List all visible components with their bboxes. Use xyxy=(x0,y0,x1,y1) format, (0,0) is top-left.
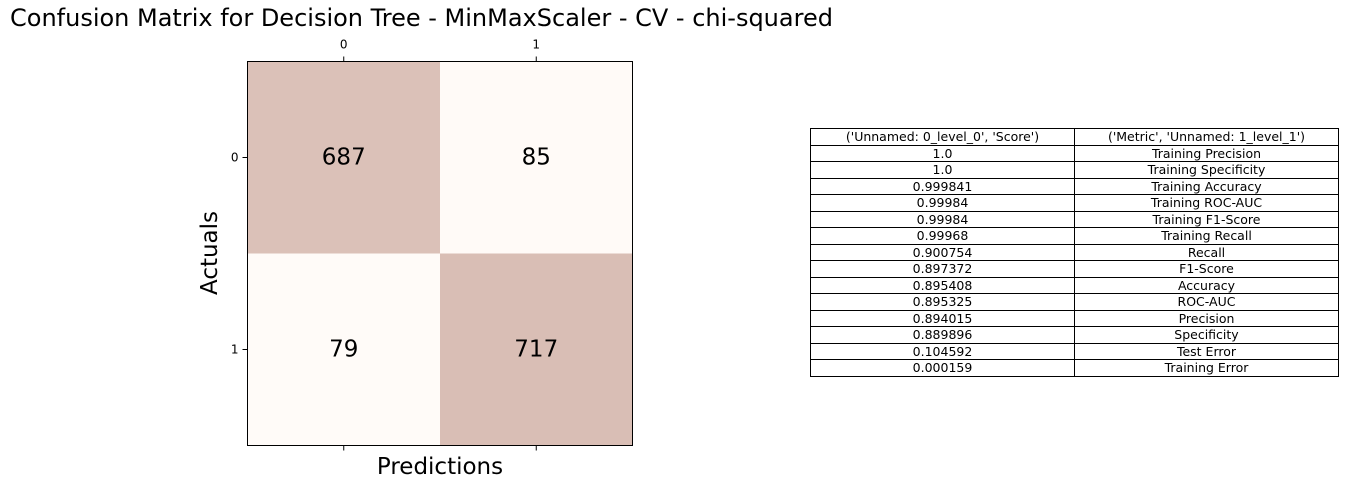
matrix-cell-1-1 xyxy=(440,253,633,446)
metrics-table: ('Unnamed: 0_level_0', 'Score') ('Metric… xyxy=(810,128,1339,377)
matrix-cell-value: 79 xyxy=(329,337,358,363)
table-row: 0.99984 Training F1-Score xyxy=(810,210,1339,228)
metric-cell: Test Error xyxy=(1074,342,1339,360)
table-header-row: ('Unnamed: 0_level_0', 'Score') ('Metric… xyxy=(810,128,1339,146)
matrix-cell-value: 85 xyxy=(522,145,551,171)
table-row: 0.889896 Specificity xyxy=(810,326,1339,344)
score-cell: 0.99984 xyxy=(810,194,1075,212)
score-cell: 0.000159 xyxy=(810,359,1075,377)
matrix-cell-1-0 xyxy=(247,253,440,446)
table-row: 0.99984 Training ROC-AUC xyxy=(810,194,1339,212)
score-cell: 0.895325 xyxy=(810,293,1075,311)
axis-ticks: 0 1 0 1 xyxy=(231,38,540,451)
table-row: 0.900754 Recall xyxy=(810,243,1339,261)
metric-cell: Recall xyxy=(1074,243,1339,261)
metric-cell: Training ROC-AUC xyxy=(1074,194,1339,212)
x-axis-label: Predictions xyxy=(377,454,503,480)
metric-cell: ROC-AUC xyxy=(1074,293,1339,311)
score-cell: 0.99968 xyxy=(810,227,1075,245)
score-cell: 0.889896 xyxy=(810,326,1075,344)
table-header-metric: ('Metric', 'Unnamed: 1_level_1') xyxy=(1074,128,1339,146)
score-cell: 0.99984 xyxy=(810,210,1075,228)
plot-frame xyxy=(247,61,633,446)
metric-cell: Accuracy xyxy=(1074,276,1339,294)
table-header-score: ('Unnamed: 0_level_0', 'Score') xyxy=(810,128,1075,146)
table-row: 0.895408 Accuracy xyxy=(810,276,1339,294)
score-cell: 0.894015 xyxy=(810,309,1075,327)
score-cell: 0.104592 xyxy=(810,342,1075,360)
matrix-cells: 687 85 79 717 xyxy=(247,61,633,446)
y-axis-label: Actuals xyxy=(197,211,223,295)
metric-cell: Training Recall xyxy=(1074,227,1339,245)
table-row: 0.000159 Training Error xyxy=(810,359,1339,377)
y-tick-label: 1 xyxy=(231,343,239,357)
x-tick-label: 1 xyxy=(532,38,540,52)
metric-cell: Training Precision xyxy=(1074,144,1339,162)
metric-cell: Training Specificity xyxy=(1074,161,1339,179)
chart-title: Confusion Matrix for Decision Tree - Min… xyxy=(10,4,833,32)
table-row: 1.0 Training Precision xyxy=(810,144,1339,162)
score-cell: 1.0 xyxy=(810,144,1075,162)
metric-cell: Training Accuracy xyxy=(1074,177,1339,195)
score-cell: 0.999841 xyxy=(810,177,1075,195)
confusion-matrix-chart: 687 85 79 717 0 1 0 1 Predictions Actuals xyxy=(197,38,633,480)
metric-cell: F1-Score xyxy=(1074,260,1339,278)
table-row: 0.897372 F1-Score xyxy=(810,260,1339,278)
table-row: 0.895325 ROC-AUC xyxy=(810,293,1339,311)
x-tick-label: 0 xyxy=(340,38,348,52)
matrix-cell-value: 717 xyxy=(514,337,558,363)
score-cell: 0.900754 xyxy=(810,243,1075,261)
table-row: 0.894015 Precision xyxy=(810,309,1339,327)
metric-cell: Precision xyxy=(1074,309,1339,327)
table-row: 0.104592 Test Error xyxy=(810,342,1339,360)
y-tick-label: 0 xyxy=(231,151,239,165)
table-row: 0.999841 Training Accuracy xyxy=(810,177,1339,195)
table-row: 1.0 Training Specificity xyxy=(810,161,1339,179)
score-cell: 0.895408 xyxy=(810,276,1075,294)
table-row: 0.99968 Training Recall xyxy=(810,227,1339,245)
matrix-cell-0-1 xyxy=(440,61,633,254)
matrix-cell-value: 687 xyxy=(322,145,366,171)
matrix-cell-0-0 xyxy=(247,61,440,254)
metric-cell: Training F1-Score xyxy=(1074,210,1339,228)
score-cell: 0.897372 xyxy=(810,260,1075,278)
score-cell: 1.0 xyxy=(810,161,1075,179)
metric-cell: Specificity xyxy=(1074,326,1339,344)
metric-cell: Training Error xyxy=(1074,359,1339,377)
